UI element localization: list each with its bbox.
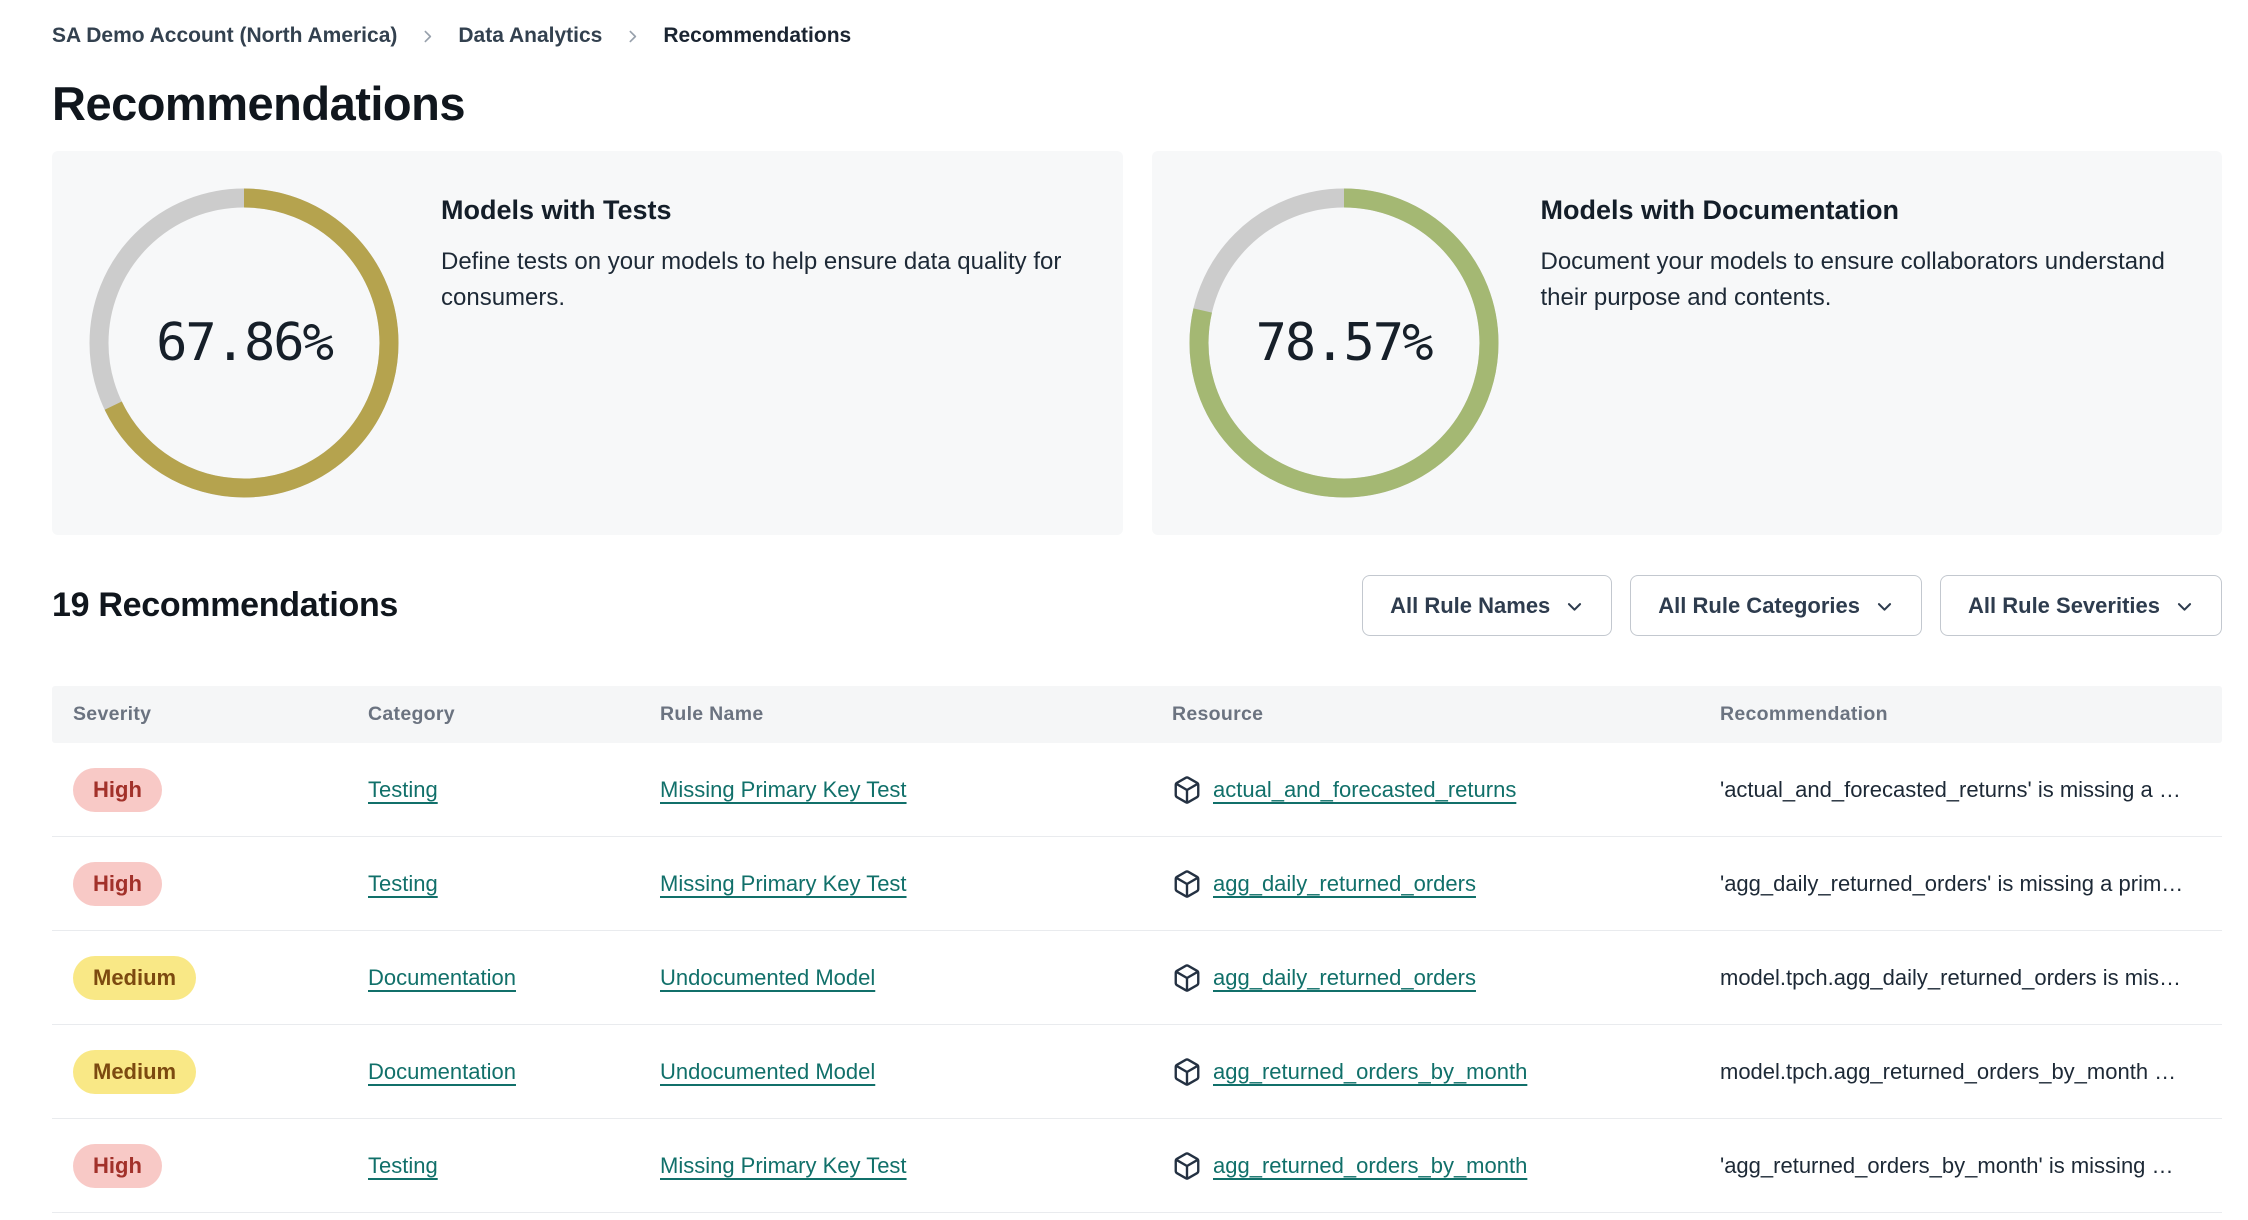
rule-name-cell: Missing Primary Key Test <box>639 777 1151 803</box>
recommendation-text: 'actual_and_forecasted_returns' is missi… <box>1720 776 2181 802</box>
chevron-down-icon <box>1877 603 1892 611</box>
column-header: Resource <box>1172 703 1264 725</box>
severity-badge: Medium <box>73 1049 197 1094</box>
rule-name-link[interactable]: Missing Primary Key Test <box>660 776 907 802</box>
recommendations-count: 19 Recommendations <box>52 586 399 624</box>
filter-label: All Rule Severities <box>1968 592 2160 618</box>
rule-name-cell: Missing Primary Key Test <box>639 871 1151 897</box>
breadcrumb-item: Recommendations <box>663 24 852 47</box>
table-header-row: Severity Category Rule Name Resource Recomme… <box>52 686 2222 743</box>
card-text: Models with Tests Define tests on your m… <box>441 151 1086 316</box>
breadcrumb: SA Demo Account (North America) Data Ana… <box>52 0 2222 48</box>
rule-name-link[interactable]: Undocumented Model <box>660 964 876 990</box>
resource-link[interactable]: agg_daily_returned_orders <box>1213 964 1476 990</box>
severity-cell: High <box>52 1143 347 1188</box>
model-cube-icon <box>1174 1151 1200 1180</box>
resource-cell: actual_and_forecasted_returns <box>1151 775 1699 805</box>
category-cell: Documentation <box>347 1059 639 1085</box>
resource-link[interactable]: actual_and_forecasted_returns <box>1213 776 1517 802</box>
breadcrumb-chevron-right-icon <box>624 28 641 45</box>
category-link[interactable]: Testing <box>368 1152 438 1178</box>
rule-name-link[interactable]: Missing Primary Key Test <box>660 1152 907 1178</box>
recommendations-table: Severity Category Rule Name Resource Recomme… <box>52 686 2222 1213</box>
filter-bar: All Rule Names All Rule Categories All R… <box>1362 575 2222 636</box>
donut-chart: 78.57% <box>1189 188 1499 498</box>
severity-cell: High <box>52 767 347 812</box>
filter-label: All Rule Names <box>1390 592 1551 618</box>
donut-percentage-label: 67.86% <box>156 313 334 373</box>
severity-badge: High <box>73 861 162 906</box>
breadcrumb-item[interactable]: SA Demo Account (North America) <box>52 24 398 47</box>
donut-chart: 67.86% <box>89 188 399 498</box>
filter-dropdown-button[interactable]: All Rule Names <box>1362 575 1613 636</box>
severity-cell: Medium <box>52 955 347 1000</box>
table-row: High Testing Missing Primary Key Test ac… <box>52 743 2222 837</box>
rule-name-cell: Undocumented Model <box>639 965 1151 991</box>
summary-card: 67.86% Models with Tests Define tests on… <box>52 151 1123 535</box>
column-header: Category <box>368 703 455 725</box>
category-cell: Testing <box>347 777 639 803</box>
resource-cell: agg_returned_orders_by_month <box>1151 1057 1699 1087</box>
table-row: High Testing Missing Primary Key Test ag… <box>52 837 2222 931</box>
severity-badge: Medium <box>73 955 197 1000</box>
filter-dropdown-button[interactable]: All Rule Severities <box>1940 575 2222 636</box>
recommendation-text: 'agg_daily_returned_orders' is missing a… <box>1720 870 2184 896</box>
column-header: Severity <box>73 703 152 725</box>
rule-name-cell: Undocumented Model <box>639 1059 1151 1085</box>
table-row: High Testing Missing Primary Key Test ag… <box>52 1119 2222 1213</box>
summary-cards: 67.86% Models with Tests Define tests on… <box>52 151 2222 535</box>
card-title: Models with Tests <box>441 195 672 225</box>
chevron-down-icon <box>2177 603 2192 611</box>
list-bar: 19 Recommendations All Rule Names All Ru… <box>52 575 2222 636</box>
category-link[interactable]: Documentation <box>368 1058 516 1084</box>
resource-cell: agg_daily_returned_orders <box>1151 869 1699 899</box>
model-cube-icon <box>1174 869 1200 898</box>
severity-cell: Medium <box>52 1049 347 1094</box>
breadcrumb-item[interactable]: Data Analytics <box>458 24 603 47</box>
breadcrumb-chevron-right-icon <box>419 28 436 45</box>
resource-link[interactable]: agg_returned_orders_by_month <box>1213 1152 1528 1178</box>
table-row: Medium Documentation Undocumented Model … <box>52 1025 2222 1119</box>
severity-badge: High <box>73 767 162 812</box>
donut-percentage-label: 78.57% <box>1255 313 1434 373</box>
severity-cell: High <box>52 861 347 906</box>
model-cube-icon <box>1174 963 1200 992</box>
resource-link[interactable]: agg_returned_orders_by_month <box>1213 1058 1528 1084</box>
severity-badge: High <box>73 1143 162 1188</box>
category-link[interactable]: Testing <box>368 870 438 896</box>
recommendation-text: model.tpch.agg_daily_returned_orders is … <box>1720 964 2182 990</box>
resource-cell: agg_daily_returned_orders <box>1151 963 1699 993</box>
category-link[interactable]: Testing <box>368 776 438 802</box>
category-link[interactable]: Documentation <box>368 964 516 990</box>
model-cube-icon <box>1174 1057 1200 1086</box>
rule-name-cell: Missing Primary Key Test <box>639 1153 1151 1179</box>
filter-label: All Rule Categories <box>1658 592 1861 618</box>
rule-name-link[interactable]: Undocumented Model <box>660 1058 876 1084</box>
category-cell: Testing <box>347 871 639 897</box>
card-title: Models with Documentation <box>1540 195 1900 225</box>
column-header: Rule Name <box>660 703 764 725</box>
category-cell: Testing <box>347 1153 639 1179</box>
card-description: Document your models to ensure collabora… <box>1540 248 2165 311</box>
recommendation-text: model.tpch.agg_returned_orders_by_month … <box>1720 1058 2177 1084</box>
filter-dropdown-button[interactable]: All Rule Categories <box>1630 575 1923 636</box>
card-text: Models with Documentation Document your … <box>1541 151 2186 316</box>
page-title: Recommendations <box>52 77 465 130</box>
recommendation-text: 'agg_returned_orders_by_month' is missin… <box>1720 1152 2174 1178</box>
model-cube-icon <box>1174 775 1200 804</box>
rule-name-link[interactable]: Missing Primary Key Test <box>660 870 907 896</box>
table-row: Medium Documentation Undocumented Model … <box>52 931 2222 1025</box>
chevron-down-icon <box>1568 603 1582 611</box>
card-description: Define tests on your models to help ensu… <box>441 248 1062 311</box>
resource-cell: agg_returned_orders_by_month <box>1151 1151 1699 1181</box>
table-body: High Testing Missing Primary Key Test ac… <box>52 743 2222 1213</box>
column-header: Recommendation <box>1720 703 1888 725</box>
category-cell: Documentation <box>347 965 639 991</box>
summary-card: 78.57% Models with Documentation Documen… <box>1151 151 2222 535</box>
resource-link[interactable]: agg_daily_returned_orders <box>1213 870 1476 896</box>
